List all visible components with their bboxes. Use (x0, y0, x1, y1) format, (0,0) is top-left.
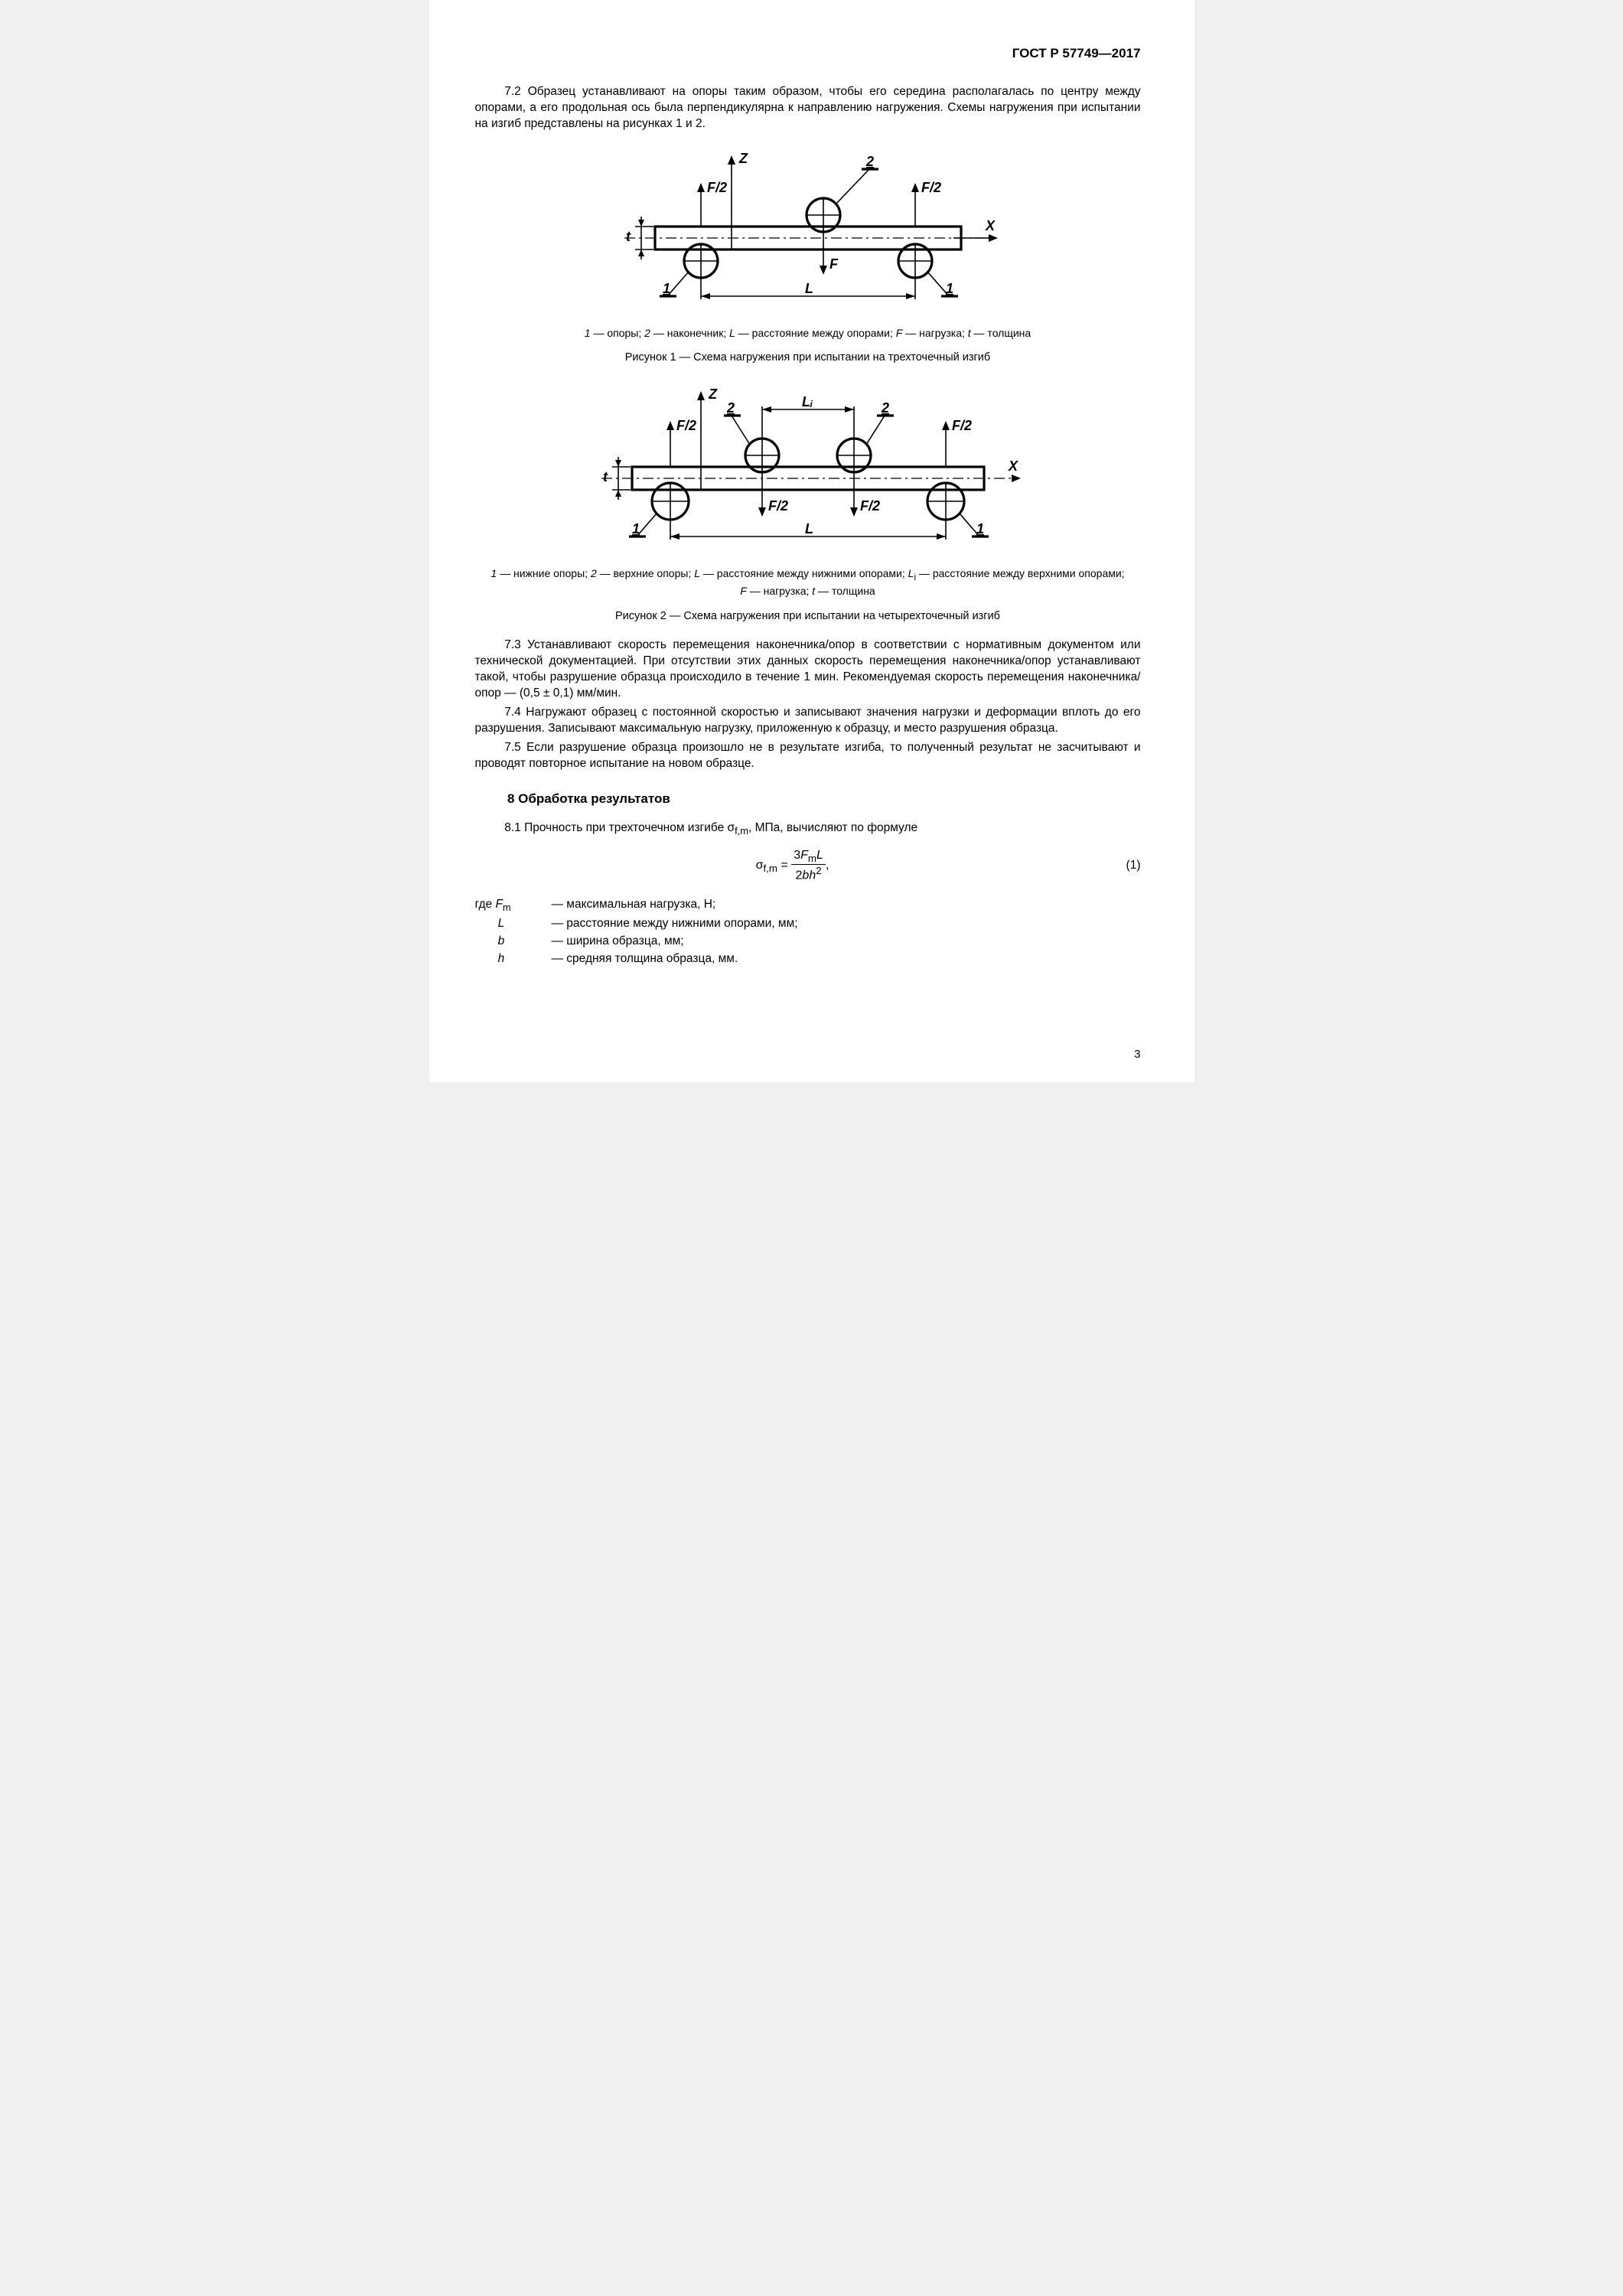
svg-text:t: t (603, 469, 608, 484)
figure-1-legend: 1 — опоры; 2 — наконечник; L — расстояни… (475, 326, 1141, 341)
figure-1: Z X F/2 F/2 F 2 1 (475, 146, 1141, 318)
formula-1-number: (1) (1110, 859, 1141, 872)
svg-text:1: 1 (946, 281, 953, 296)
para-7-4: 7.4 Нагружают образец с постоянной скоро… (475, 705, 1141, 737)
svg-text:Z: Z (738, 151, 748, 166)
svg-text:2: 2 (865, 154, 874, 169)
where-block: где Fm— максимальная нагрузка, Н; L— рас… (475, 895, 1141, 968)
document-id: ГОСТ Р 57749—2017 (475, 46, 1141, 61)
svg-text:F/2: F/2 (952, 418, 972, 433)
figure-2: Z X F/2 F/2 F/2 F/2 (475, 379, 1141, 559)
svg-text:Lᵢ: Lᵢ (802, 394, 813, 409)
figure-2-caption: Рисунок 2 — Схема нагружения при испытан… (475, 610, 1141, 622)
svg-text:X: X (985, 218, 996, 233)
figure-1-svg: Z X F/2 F/2 F 2 1 (594, 146, 1022, 315)
formula-1: σf,m = 3FmL 2bh2 , (1) (475, 849, 1141, 883)
para-8-1: 8.1 Прочность при трехточечном изгибе σf… (475, 820, 1141, 838)
document-page: ГОСТ Р 57749—2017 7.2 Образец устанавлив… (429, 0, 1194, 1082)
figure-2-legend: 1 — нижние опоры; 2 — верхние опоры; L —… (475, 566, 1141, 599)
svg-text:F/2: F/2 (860, 498, 880, 514)
where-line: b— ширина образца, мм; (475, 932, 1141, 950)
svg-text:1: 1 (976, 521, 984, 536)
svg-text:t: t (626, 229, 631, 244)
svg-text:2: 2 (881, 400, 889, 416)
svg-text:F/2: F/2 (768, 498, 788, 514)
svg-text:X: X (1008, 458, 1018, 474)
svg-text:F/2: F/2 (707, 180, 727, 195)
where-line: где Fm— максимальная нагрузка, Н; (475, 895, 1141, 915)
svg-text:2: 2 (726, 400, 735, 416)
svg-text:F/2: F/2 (921, 180, 941, 195)
svg-text:Z: Z (708, 386, 718, 402)
para-7-2: 7.2 Образец устанавливают на опоры таким… (475, 84, 1141, 132)
para-7-3: 7.3 Устанавливают скорость перемещения н… (475, 638, 1141, 702)
svg-text:F/2: F/2 (676, 418, 696, 433)
figure-2-svg: Z X F/2 F/2 F/2 F/2 (571, 379, 1045, 555)
svg-text:1: 1 (663, 281, 670, 296)
page-number: 3 (1134, 1048, 1140, 1061)
svg-text:F: F (829, 256, 839, 272)
where-line: L— расстояние между нижними опорами, мм; (475, 915, 1141, 932)
svg-text:L: L (805, 281, 813, 296)
where-line: h— средняя толщина образца, мм. (475, 950, 1141, 967)
svg-text:1: 1 (632, 521, 640, 536)
figure-1-caption: Рисунок 1 — Схема нагружения при испытан… (475, 351, 1141, 364)
svg-text:L: L (805, 521, 813, 536)
para-7-5: 7.5 Если разрушение образца произошло не… (475, 740, 1141, 772)
section-8-title: 8 Обработка результатов (507, 791, 1141, 807)
